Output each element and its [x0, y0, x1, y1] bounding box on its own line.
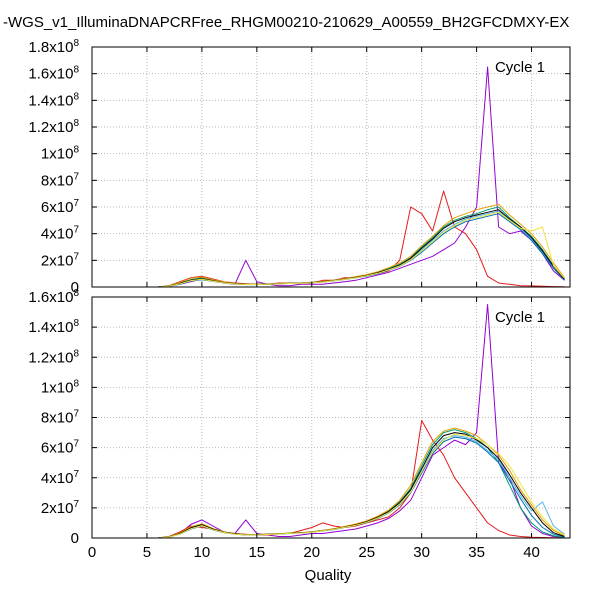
y-tick-label: 2x107 [41, 499, 80, 517]
x-tick-label: 20 [303, 544, 320, 561]
x-tick-label: 10 [194, 544, 211, 561]
y-tick-label: 4x107 [41, 225, 80, 243]
y-tick-label: 1.6x108 [28, 65, 79, 83]
series-line-3 [114, 435, 565, 539]
y-tick-label: 4x107 [41, 469, 80, 487]
series-line-0 [114, 304, 565, 539]
series-line-6 [114, 209, 565, 288]
x-tick-label: 35 [468, 544, 485, 561]
x-tick-label: 25 [358, 544, 375, 561]
series-line-2 [114, 429, 565, 539]
series-line-5 [114, 213, 565, 288]
x-tick-label: 5 [143, 544, 151, 561]
panel-bottom: 0 2x107 4x107 6x107 8x107 1x108 1.2x108 1.4x108… [28, 288, 571, 561]
panel-label: Cycle 1 [495, 59, 545, 76]
series-line-3 [114, 210, 565, 288]
x-tick-label: 30 [413, 544, 430, 561]
series-line-2 [114, 206, 565, 288]
y-tick-label: 1x108 [41, 378, 80, 396]
series-line-4 [114, 203, 565, 288]
y-tick-label: 2x107 [41, 251, 80, 269]
panel-top: 0 2x107 4x107 6x107 8x107 1x108 1.2x108 1.4x108… [28, 38, 571, 296]
y-tick-label: 1.4x108 [28, 91, 79, 109]
plot-frame [91, 296, 571, 539]
series-line-1 [114, 420, 565, 539]
x-tick-label: 0 [88, 544, 96, 561]
y-tick-label: 6x107 [41, 198, 80, 216]
x-axis-label: Quality [305, 567, 352, 584]
series-line-7 [114, 433, 565, 539]
y-tick-label: 1.2x108 [28, 118, 79, 136]
y-tick-label: 1x108 [41, 145, 80, 163]
y-tick-label: 0 [71, 279, 79, 296]
x-tick-label: 15 [248, 544, 265, 561]
y-tick-label: 8x107 [41, 171, 80, 189]
figure-title: -WGS_v1_IlluminaDNAPCRFree_RHGM00210-210… [3, 14, 569, 31]
y-tick-label: 0 [71, 530, 79, 547]
panel-label: Cycle 1 [495, 309, 545, 326]
y-tick-label: 1.8x108 [28, 38, 79, 56]
plot-frame [91, 46, 571, 288]
x-tick-label: 40 [523, 544, 540, 561]
series-line-0 [114, 66, 565, 288]
y-tick-label: 6x107 [41, 439, 80, 457]
series-line-6 [114, 432, 565, 539]
series-line-7 [114, 211, 565, 288]
y-tick-label: 8x107 [41, 409, 80, 427]
y-tick-label: 1.4x108 [28, 318, 79, 336]
y-tick-label: 1.2x108 [28, 348, 79, 366]
y-tick-label: 1.6x108 [28, 288, 79, 306]
